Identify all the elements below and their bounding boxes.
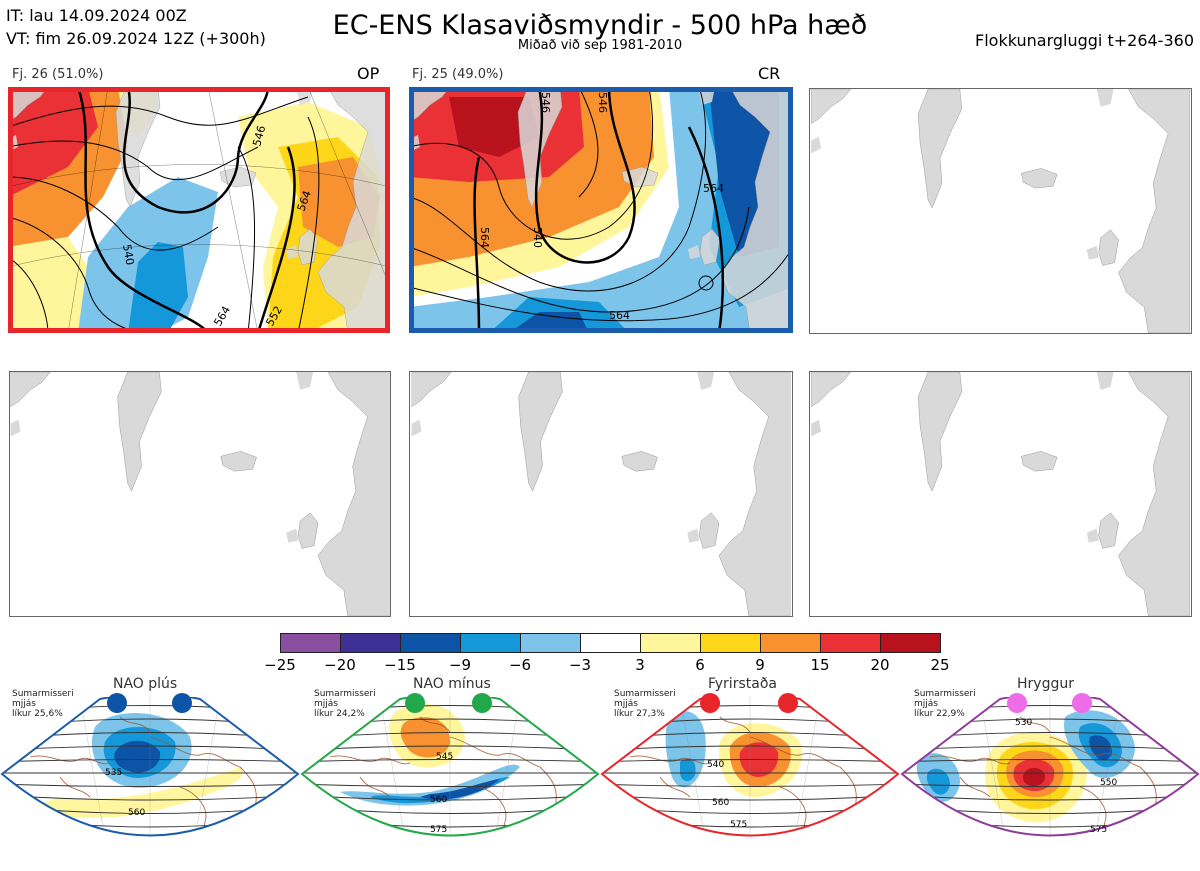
colorbar-tick-label: −6 [508,656,532,674]
regime-note-prob: líkur 22,9% [914,709,965,719]
colorbar-swatch [820,633,881,653]
regime-marker-dot [472,693,492,713]
regime-map: 540 560 575 [600,697,900,837]
colorbar-swatch [880,633,941,653]
cluster-1-label: Fj. 26 (51.0%) [12,67,104,82]
regime-note-season: Sumarmisseri [614,689,676,699]
colorbar-tick-label: 3 [635,656,645,674]
cluster-2-tag: CR [758,64,781,83]
colorbar-tick-label: 6 [695,656,705,674]
cluster-1-frame [8,87,390,333]
regime-note-term: mjjás [914,699,938,709]
regime-marker-dot [700,693,720,713]
colorbar-swatch [580,633,641,653]
regime-map: 535 560 [0,697,300,837]
colorbar-swatch [520,633,581,653]
colorbar-tick-label: −3 [568,656,592,674]
contour-label: 546 [250,124,268,148]
colorbar-swatch [340,633,401,653]
cluster-2-chart: 546 546 540 564 564 564 [409,87,793,333]
regime-contour-label: 560 [128,808,145,818]
colorbar-tick-label: 25 [930,656,950,674]
contour-label: 564 [703,182,724,195]
regime-marker-dot [1007,693,1027,713]
initial-time: IT: lau 14.09.2024 00Z [6,6,187,25]
colorbar-swatch [460,633,521,653]
contour-label: 540 [120,243,136,266]
regime-note-term: mjjás [614,699,638,709]
regime-note-term: mjjás [314,699,338,709]
regime-note-season: Sumarmisseri [914,689,976,699]
cluster-1-map[interactable]: 540 546 564 564 552 [8,87,390,333]
contour-label: 546 [596,92,609,113]
colorbar-tick-label: 15 [810,656,830,674]
regime-marker-dot [1072,693,1092,713]
contour-label: 564 [478,227,491,248]
regime-contour-label: 560 [712,798,729,808]
contour-label: 540 [531,227,544,248]
regime-contour-label: 560 [430,795,447,805]
contour-thick-1 [76,87,210,333]
page-title: EC-ENS Klasaviðsmyndir - 500 hPa hæð [332,10,868,41]
regime-title: Hryggur [1017,676,1074,692]
regime-marker-dot [778,693,798,713]
anomaly-strong-positive-region [8,87,98,197]
valid-time: VT: fim 26.09.2024 12Z (+300h) [6,29,266,48]
cluster-2-map[interactable]: 546 546 540 564 564 564 [409,87,793,333]
regime-note-season: Sumarmisseri [12,689,74,699]
anomaly-negative-region [409,87,793,333]
regime-contour-label: 550 [1100,778,1117,788]
colorbar-tick-label: 9 [755,656,765,674]
regime-note-prob: líkur 24,2% [314,709,365,719]
regime-map: 545 560 575 [300,697,600,837]
regime-contour-label: 535 [105,768,122,778]
regime-contour-label: 545 [436,752,453,762]
contour-thick-2 [473,156,481,333]
regime-note-prob: líkur 27,3% [614,709,665,719]
cluster-1-tag: OP [357,64,380,83]
regime-note-prob: líkur 25,6% [12,709,63,719]
colorbar-tick-label: −9 [448,656,472,674]
colorbar-swatch [280,633,341,653]
regime-marker-dot [172,693,192,713]
regime-contour-label: 575 [730,820,747,830]
page-subtitle: Miðað við sep 1981-2010 [517,38,683,53]
contour-label: 546 [539,92,552,113]
regime-title: NAO plús [113,676,178,692]
regime-title: NAO mínus [413,676,491,692]
cluster-6-map-empty [809,371,1192,617]
regime-contour-label: 575 [1090,825,1107,835]
regime-map: 530 550 575 [900,697,1200,837]
regime-contour-label: 530 [1015,718,1032,728]
contour-thick-3 [687,126,724,333]
contour-thick-3 [256,146,296,333]
regime-title: Fyrirstaða [708,676,777,692]
cluster-2-label: Fj. 25 (49.0%) [412,67,504,82]
regime-note-term: mjjás [12,699,36,709]
colorbar-tick-label: −15 [384,656,416,674]
colorbar-swatch [640,633,701,653]
cluster-3-map-empty [809,88,1192,334]
cluster-2-frame [409,87,793,333]
colorbar-swatch [700,633,761,653]
regime-marker-dot [405,693,425,713]
colorbar-tick-label: −25 [264,656,296,674]
regime-contour-label: 540 [707,760,724,770]
contour-thick-2 [122,87,270,214]
colorbar-swatch [400,633,461,653]
cluster-5-map-empty [409,371,793,617]
classification-window: Flokkunargluggi t+264-360 [975,31,1194,50]
contour-thick-1 [534,87,636,264]
colorbar-tick-label: 20 [870,656,890,674]
cluster-1-chart: 540 546 564 564 552 [8,87,390,333]
regime-note-season: Sumarmisseri [314,689,376,699]
colorbar-swatch [760,633,821,653]
cluster-4-map-empty [9,371,391,617]
contour-label: 564 [609,309,630,322]
regime-contour-label: 575 [430,825,447,835]
colorbar-tick-label: −20 [324,656,356,674]
regime-marker-dot [107,693,127,713]
